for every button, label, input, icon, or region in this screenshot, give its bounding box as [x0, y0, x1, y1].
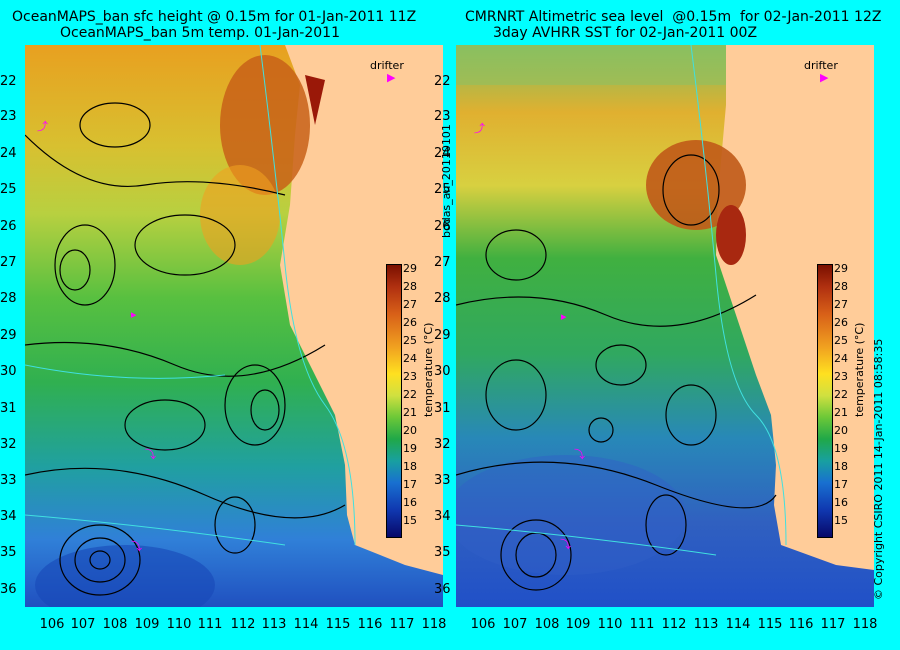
right-colorbar-ticks: 29 28 27 26 25 24 23 22 21 20 19 18 17 1… [834, 262, 848, 527]
lon-tick: 107 [502, 617, 528, 632]
lon-tick: 111 [197, 617, 223, 632]
left-colorbar [386, 264, 402, 538]
lon-tick: 117 [820, 617, 846, 632]
lat-tick: 28 [434, 291, 451, 306]
right-colorbar [817, 264, 833, 538]
lon-tick: 110 [166, 617, 192, 632]
lat-tick: 29 [434, 328, 451, 343]
lon-tick: 113 [261, 617, 287, 632]
drifter-marker: ⤵ [560, 538, 571, 551]
lat-tick: 23 [0, 109, 17, 124]
right-map-panel: drifter ▶ ⤴ ▸ ⤵ ⤵ 29 28 27 26 25 24 23 2… [456, 45, 874, 607]
left-title-line1: OceanMAPS_ban sfc height @ 0.15m for 01-… [12, 9, 417, 25]
lat-tick: 30 [434, 364, 451, 379]
lat-tick: 32 [0, 437, 17, 452]
drifter-marker: ⤵ [131, 540, 142, 553]
drifter-marker: ⤵ [574, 448, 585, 461]
lon-tick: 118 [421, 617, 447, 632]
drifter-legend-icon: ▶ [387, 71, 396, 84]
lat-tick: 36 [434, 582, 451, 597]
lat-tick: 35 [0, 545, 17, 560]
lon-tick: 106 [470, 617, 496, 632]
lat-tick: 31 [434, 401, 451, 416]
lat-tick: 25 [0, 182, 17, 197]
left-title-line2: OceanMAPS_ban 5m temp. 01-Jan-2011 [60, 25, 340, 41]
lat-tick: 22 [0, 74, 17, 89]
lat-tick: 31 [0, 401, 17, 416]
lat-tick: 26 [0, 219, 17, 234]
drifter-marker: ⤵ [145, 448, 156, 461]
right-colorbar-title: temperature (°C) [853, 322, 866, 417]
right-sst-field [456, 45, 874, 607]
lon-tick: 113 [693, 617, 719, 632]
lon-tick: 116 [357, 617, 383, 632]
lat-tick: 22 [434, 74, 451, 89]
lon-tick: 115 [757, 617, 783, 632]
lon-tick: 111 [629, 617, 655, 632]
lat-tick: 24 [0, 146, 17, 161]
lat-tick: 29 [0, 328, 17, 343]
lat-tick: 26 [434, 219, 451, 234]
lon-tick: 112 [661, 617, 687, 632]
lat-tick: 23 [434, 109, 451, 124]
lon-tick: 115 [325, 617, 351, 632]
lat-tick: 24 [434, 146, 451, 161]
lat-tick: 36 [0, 582, 17, 597]
lon-tick: 117 [389, 617, 415, 632]
drifter-marker: ▸ [131, 308, 137, 321]
drifter-marker: ⤴ [474, 122, 485, 135]
lat-tick: 33 [434, 473, 451, 488]
lat-tick: 32 [434, 437, 451, 452]
drifter-marker: ⤴ [37, 120, 48, 133]
lat-tick: 30 [0, 364, 17, 379]
lat-tick: 25 [434, 182, 451, 197]
right-title-line2: 3day AVHRR SST for 02-Jan-2011 00Z [493, 25, 758, 41]
left-sst-field [25, 45, 443, 607]
lon-tick: 110 [597, 617, 623, 632]
lon-tick: 108 [534, 617, 560, 632]
lon-tick: 114 [293, 617, 319, 632]
drifter-legend-label: drifter [370, 59, 404, 72]
copyright-label: © Copyright CSIRO 2011 14-Jan-2011 08:58… [872, 338, 885, 600]
drifter-legend-icon: ▶ [820, 71, 829, 84]
lon-tick: 108 [102, 617, 128, 632]
lat-tick: 34 [434, 509, 451, 524]
lon-tick: 114 [725, 617, 751, 632]
lat-tick: 27 [434, 255, 451, 270]
lon-tick: 109 [565, 617, 591, 632]
lon-tick: 116 [788, 617, 814, 632]
lon-tick: 107 [70, 617, 96, 632]
drifter-legend-label: drifter [804, 59, 838, 72]
lat-tick: 33 [0, 473, 17, 488]
lon-tick: 118 [852, 617, 878, 632]
lat-tick: 34 [0, 509, 17, 524]
analysis-id-label: bodas_an_20110101 [440, 124, 453, 238]
lon-tick: 109 [134, 617, 160, 632]
drifter-marker: ▸ [561, 310, 567, 323]
left-map-panel: drifter ▶ ⤴ ▸ ⤵ ⤵ 29 28 27 26 25 24 23 2… [25, 45, 443, 607]
lat-tick: 27 [0, 255, 17, 270]
lat-tick: 28 [0, 291, 17, 306]
left-colorbar-ticks: 29 28 27 26 25 24 23 22 21 20 19 18 17 1… [403, 262, 417, 527]
lon-tick: 106 [39, 617, 65, 632]
right-title-line1: CMRNRT Altimetric sea level @0.15m for 0… [465, 9, 882, 25]
lat-tick: 35 [434, 545, 451, 560]
lon-tick: 112 [230, 617, 256, 632]
